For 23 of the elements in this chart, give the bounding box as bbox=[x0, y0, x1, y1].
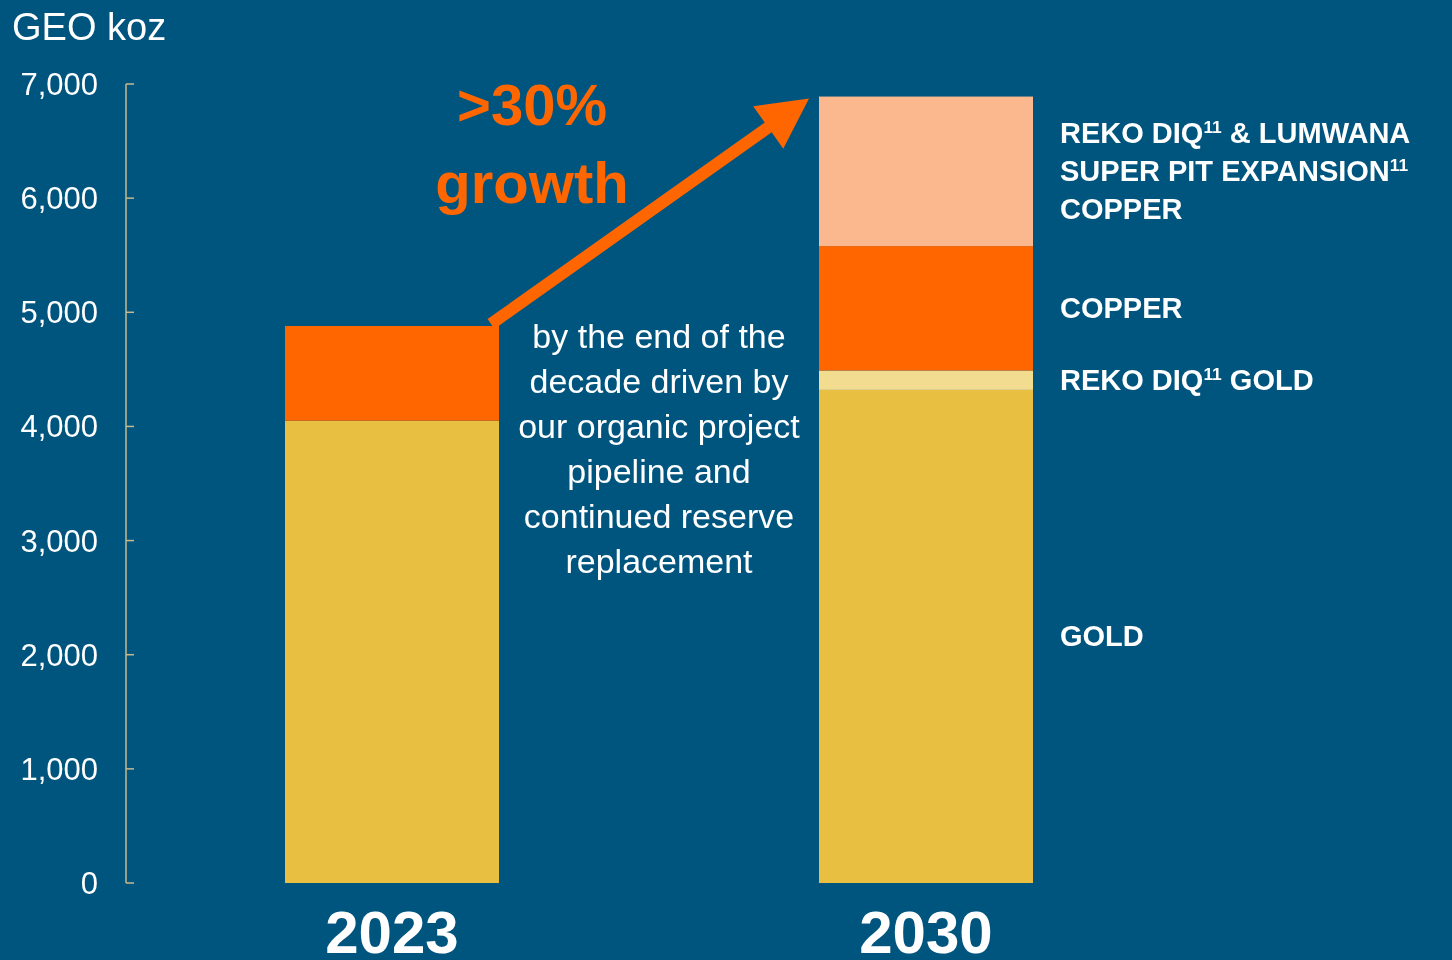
annotation: >30% growth bbox=[435, 72, 629, 215]
bar bbox=[819, 246, 1033, 371]
text: REKO DIQ$^{11}$ & LUMWANA SUPER PIT EXPANSION$^{11}$ COPPER bbox=[1060, 117, 1411, 226]
bar bbox=[819, 96, 1033, 247]
series-label: REKO DIQ$^{11}$ GOLD bbox=[1060, 364, 1314, 397]
y-axis-title: GEO koz bbox=[12, 6, 167, 48]
bar bbox=[285, 325, 499, 421]
bar bbox=[819, 370, 1033, 390]
bar bbox=[819, 389, 1033, 883]
series-label: GOLD bbox=[1060, 620, 1144, 653]
y-tick-label: 5,000 bbox=[20, 295, 98, 331]
y-tick-label: 7,000 bbox=[20, 67, 98, 102]
annotation: by the end of the decade driven by our organic project pipeline and continued reserve replacement bbox=[518, 317, 801, 580]
y-tick-label: 4,000 bbox=[20, 409, 98, 445]
x-tick-label: 2023 bbox=[325, 899, 459, 960]
x-tick-label: 2030 bbox=[859, 899, 993, 960]
y-tick-label: 1,000 bbox=[20, 751, 98, 787]
y-tick-label: 3,000 bbox=[20, 523, 98, 559]
y-tick-label: 2,000 bbox=[20, 637, 98, 673]
series-label: COPPER bbox=[1060, 292, 1183, 325]
y-tick-label: 0 bbox=[80, 866, 98, 901]
y-tick-label: 6,000 bbox=[20, 181, 98, 217]
bar bbox=[285, 420, 499, 883]
